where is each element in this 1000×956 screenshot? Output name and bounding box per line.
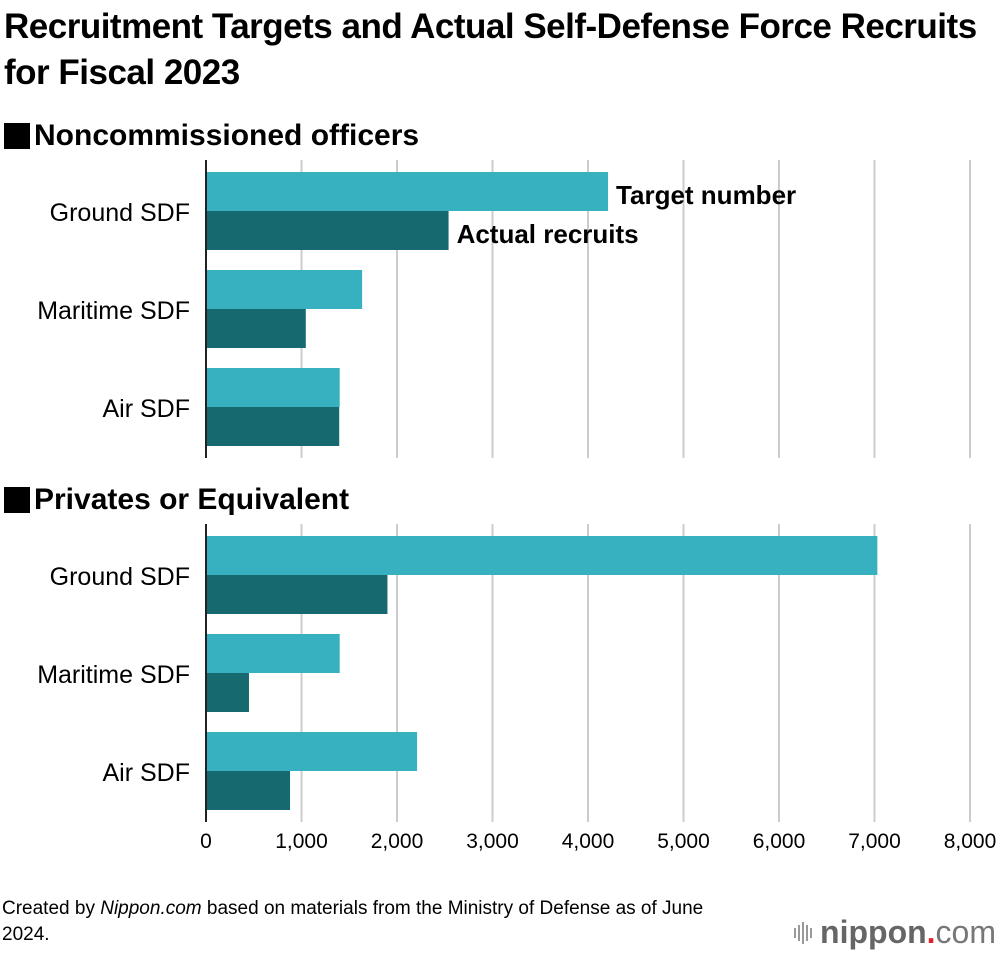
category-label: Ground SDF — [50, 199, 190, 227]
x-tick-label: 6,000 — [753, 830, 806, 853]
logo-brand: nippon — [820, 914, 927, 950]
square-bullet-icon — [4, 487, 30, 513]
footer-source: Nippon.com — [100, 898, 202, 919]
x-tick-label: 3,000 — [466, 830, 519, 853]
x-tick-label: 7,000 — [848, 830, 901, 853]
bar-target — [206, 368, 340, 407]
x-tick-label: 2,000 — [371, 830, 424, 853]
chart-title: Recruitment Targets and Actual Self-Defe… — [4, 7, 977, 92]
footer-prefix: Created by — [2, 898, 101, 919]
x-tick-label: 4,000 — [562, 830, 615, 853]
bar-target — [206, 536, 878, 575]
category-label: Maritime SDF — [37, 297, 190, 325]
footer-credit: Created by Nippon.com based on materials… — [2, 896, 742, 948]
bar-actual — [206, 407, 340, 446]
x-tick-label: 5,000 — [657, 830, 710, 853]
x-tick-label: 1,000 — [275, 830, 328, 853]
bar-target — [206, 732, 418, 771]
bar-chart: Ground SDF Maritime SDF Air SDF Ground SDF M… — [37, 160, 997, 853]
section-title-privates: Privates or Equivalent — [4, 482, 349, 518]
category-label: Maritime SDF — [37, 661, 190, 689]
bar-actual — [206, 211, 449, 250]
x-tick-label: 8,000 — [944, 830, 997, 853]
logo-tld: com — [935, 914, 996, 950]
bar-actual — [206, 309, 306, 348]
x-tick-label: 0 — [200, 830, 212, 853]
category-label: Ground SDF — [50, 563, 190, 591]
logo-bars-icon — [794, 921, 814, 944]
section-label: Privates or Equivalent — [34, 483, 350, 516]
category-label: Air SDF — [103, 759, 191, 787]
bar-target — [206, 634, 340, 673]
bar-actual — [206, 575, 388, 614]
square-bullet-icon — [4, 123, 30, 149]
section-label: Noncommissioned officers — [34, 119, 420, 152]
bar-target — [206, 172, 609, 211]
logo-dot: . — [926, 914, 936, 950]
category-label: Air SDF — [103, 395, 191, 423]
bar-actual — [206, 771, 291, 810]
legend-label-actual: Actual recruits — [457, 219, 639, 249]
bar-actual — [206, 673, 249, 712]
legend-label-target: Target number — [616, 180, 796, 210]
section-title-nco: Noncommissioned officers — [4, 118, 419, 154]
bar-target — [206, 270, 363, 309]
footer-suffix: based on materials from the Ministry of … — [2, 898, 704, 945]
nippon-logo: nippon. com — [794, 914, 996, 951]
